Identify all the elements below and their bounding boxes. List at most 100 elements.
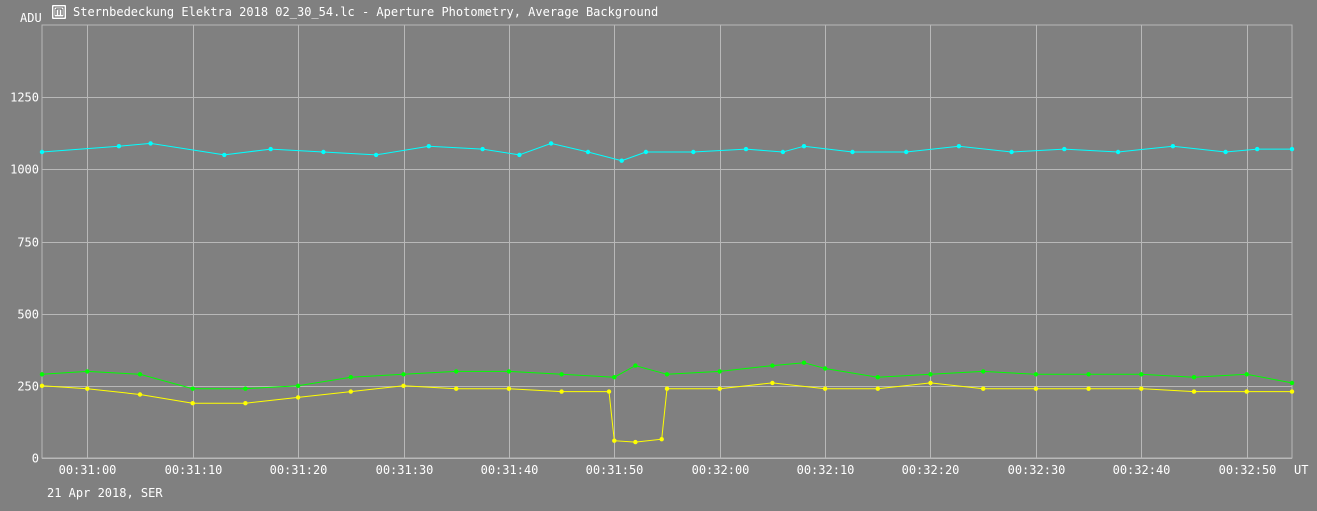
data-point bbox=[148, 141, 153, 146]
data-point bbox=[137, 392, 143, 397]
data-point bbox=[401, 383, 406, 388]
data-point bbox=[426, 144, 431, 149]
data-point bbox=[633, 439, 638, 445]
data-point bbox=[506, 386, 512, 391]
data-point bbox=[295, 383, 301, 388]
data-point bbox=[559, 372, 564, 377]
data-point bbox=[506, 369, 512, 374]
data-point bbox=[1255, 146, 1260, 152]
data-point bbox=[1191, 375, 1197, 380]
data-point bbox=[1289, 146, 1295, 152]
data-point bbox=[850, 149, 855, 155]
data-point bbox=[1139, 386, 1144, 391]
date-label: 21 Apr 2018, SER bbox=[47, 486, 163, 500]
y-tick-label: 500 bbox=[17, 308, 39, 322]
data-point bbox=[1033, 386, 1039, 391]
data-point bbox=[1223, 149, 1228, 155]
data-point bbox=[717, 369, 722, 374]
x-tick-label: 00:31:20 bbox=[270, 463, 328, 477]
y-tick-label: 1250 bbox=[10, 91, 39, 105]
data-point bbox=[295, 395, 301, 400]
data-point bbox=[606, 389, 612, 394]
data-point bbox=[1244, 372, 1249, 377]
data-point bbox=[137, 372, 143, 377]
window-title-bar: Sternbedeckung Elektra 2018 02_30_54.lc … bbox=[52, 3, 658, 21]
data-point bbox=[664, 372, 670, 377]
y-axis-title: ADU bbox=[20, 11, 42, 25]
data-point bbox=[39, 383, 45, 388]
x-tick-label: 00:31:50 bbox=[586, 463, 644, 477]
data-point bbox=[268, 146, 273, 152]
data-point bbox=[875, 386, 880, 391]
data-point bbox=[39, 149, 45, 155]
data-point bbox=[116, 144, 122, 149]
series-0 bbox=[39, 141, 1295, 163]
plot-border bbox=[41, 24, 1293, 459]
data-point bbox=[1086, 386, 1091, 391]
data-point bbox=[659, 437, 664, 442]
data-point bbox=[956, 144, 962, 149]
data-point bbox=[643, 149, 649, 155]
data-point bbox=[559, 389, 564, 394]
data-point bbox=[801, 360, 807, 365]
window-title: Sternbedeckung Elektra 2018 02_30_54.lc … bbox=[73, 5, 659, 19]
data-point bbox=[517, 152, 522, 158]
data-point bbox=[321, 149, 326, 155]
data-point bbox=[981, 386, 986, 391]
y-tick-label: 0 bbox=[32, 452, 39, 466]
data-point bbox=[190, 386, 195, 391]
data-point bbox=[1244, 389, 1249, 394]
data-point bbox=[373, 152, 379, 158]
data-point bbox=[1191, 389, 1197, 394]
x-tick-label: 00:31:30 bbox=[376, 463, 434, 477]
data-point bbox=[401, 372, 406, 377]
x-tick-label: 00:32:10 bbox=[797, 463, 855, 477]
data-point bbox=[1115, 149, 1121, 155]
y-tick-label: 750 bbox=[17, 236, 39, 250]
data-point bbox=[1289, 389, 1295, 394]
x-tick-label: 00:31:00 bbox=[59, 463, 117, 477]
data-point bbox=[548, 141, 554, 146]
data-point bbox=[1033, 372, 1039, 377]
photometry-app-icon[interactable] bbox=[52, 5, 66, 19]
data-point bbox=[85, 369, 90, 374]
plot-frame bbox=[41, 24, 1293, 459]
data-point bbox=[348, 375, 353, 380]
data-point bbox=[770, 380, 775, 386]
data-point bbox=[585, 149, 591, 155]
data-point bbox=[822, 386, 828, 391]
data-point bbox=[348, 389, 353, 394]
data-point bbox=[717, 386, 722, 391]
data-point bbox=[1139, 372, 1144, 377]
data-point bbox=[85, 386, 90, 391]
data-point bbox=[633, 363, 638, 368]
data-point bbox=[1062, 146, 1067, 152]
data-point bbox=[743, 146, 749, 152]
data-point bbox=[222, 152, 227, 158]
data-point bbox=[454, 386, 459, 391]
x-axis-title: UT bbox=[1294, 463, 1308, 477]
photometry-app-icon-glyph bbox=[53, 6, 65, 18]
data-point bbox=[664, 386, 670, 391]
data-point bbox=[801, 144, 807, 149]
data-point bbox=[39, 372, 45, 377]
x-tick-label: 00:31:40 bbox=[481, 463, 539, 477]
data-point bbox=[1009, 149, 1014, 155]
data-point bbox=[1086, 372, 1091, 377]
data-point bbox=[243, 386, 248, 391]
x-tick-label: 00:32:30 bbox=[1008, 463, 1066, 477]
data-point bbox=[770, 363, 775, 368]
data-point bbox=[619, 158, 624, 163]
data-point bbox=[928, 372, 933, 377]
x-tick-label: 00:32:50 bbox=[1219, 463, 1277, 477]
data-point bbox=[612, 375, 617, 380]
data-point bbox=[1170, 144, 1176, 149]
series-layer bbox=[39, 141, 1295, 445]
data-point bbox=[822, 366, 828, 371]
data-point bbox=[691, 149, 696, 155]
x-tick-label: 00:32:00 bbox=[692, 463, 750, 477]
data-point bbox=[928, 380, 933, 386]
series-line bbox=[41, 382, 1292, 443]
series-line bbox=[41, 142, 1292, 162]
